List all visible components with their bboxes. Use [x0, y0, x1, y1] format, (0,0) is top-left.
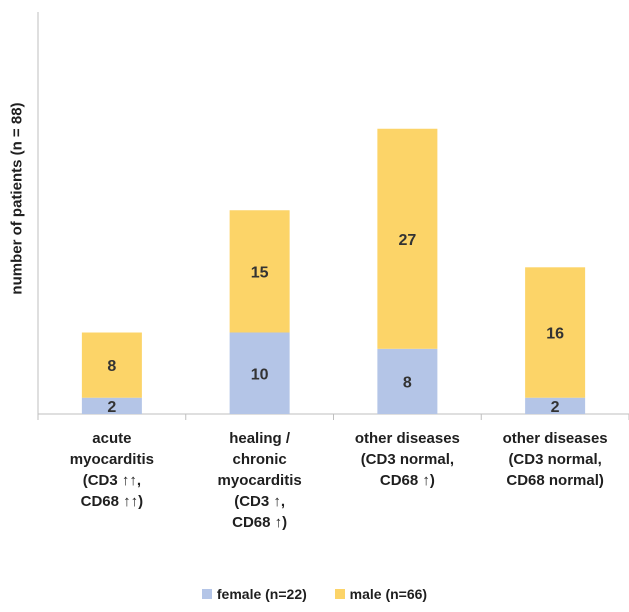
legend-item-female: female (n=22)	[201, 586, 307, 602]
bar-male-1	[229, 210, 290, 333]
legend-label-male: male (n=66)	[349, 586, 428, 602]
bar-female-3	[525, 397, 586, 414]
bar-female-0	[81, 397, 142, 414]
data-label-male-0: 8	[107, 358, 116, 375]
x-tick-label-0: acute myocarditis (CD3 ↑↑, CD68 ↑↑)	[69, 430, 154, 510]
bar-male-2	[377, 128, 438, 349]
data-label-male-1: 15	[251, 264, 269, 281]
x-tick-label-3: other diseases (CD3 normal, CD68 normal)	[502, 430, 608, 489]
bar-female-1	[229, 332, 290, 414]
y-axis-label: number of patients (n = 88)	[8, 102, 26, 295]
legend-label-female: female (n=22)	[216, 586, 307, 602]
bar-male-3	[525, 267, 586, 398]
bar-female-2	[377, 348, 438, 414]
data-label-male-3: 16	[546, 326, 564, 343]
data-label-female-3: 2	[551, 399, 560, 416]
data-label-female-2: 8	[403, 374, 412, 391]
data-label-male-2: 27	[398, 232, 416, 249]
data-label-female-0: 2	[107, 399, 116, 416]
bar-male-0	[81, 332, 142, 398]
legend-swatch-female	[201, 589, 212, 599]
x-tick-label-1: healing / chronic myocarditis (CD3 ↑, CD…	[217, 430, 302, 531]
data-label-female-1: 10	[251, 366, 269, 383]
legend: female (n=22) male (n=66)	[0, 586, 629, 602]
x-tick-label-2: other diseases (CD3 normal, CD68 ↑)	[354, 430, 460, 489]
legend-item-male: male (n=66)	[334, 586, 428, 602]
legend-swatch-male	[334, 589, 345, 599]
